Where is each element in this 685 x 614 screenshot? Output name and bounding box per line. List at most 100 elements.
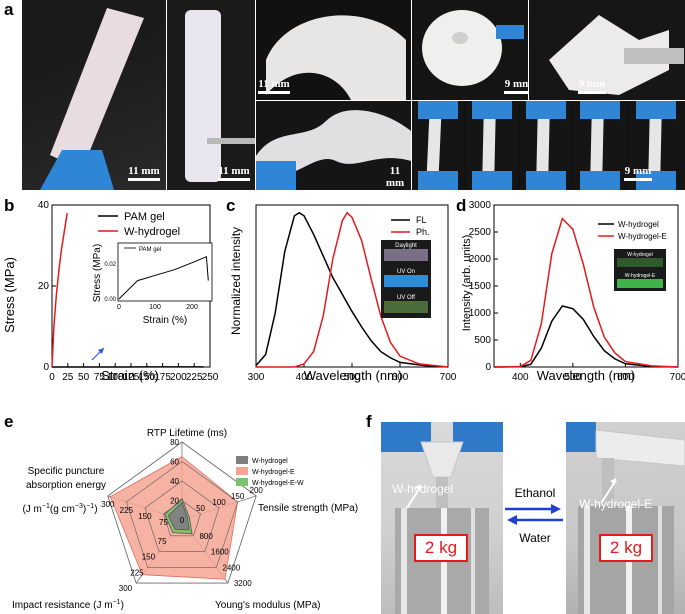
photo-rolled-hydrogel-art: [185, 10, 255, 182]
chart-c-series: [255, 211, 449, 368]
photo-bent-sheet-art: [266, 15, 406, 100]
d-ytick-label: 2500: [469, 227, 492, 238]
b-series-line-1: [51, 212, 68, 368]
radar-axis-puncture-2: absorption energy: [26, 480, 106, 491]
legend-ph: Ph.: [416, 227, 430, 237]
scale-bar-5: 9 mm: [578, 78, 606, 94]
legend-d-w-hydrogel: W-hydrogel: [618, 220, 659, 229]
panel-label-c: c: [226, 196, 236, 215]
b-xtick-label: 200: [170, 372, 187, 383]
inset-legend-pam: PAM gel: [139, 247, 161, 253]
reverse-arrow-head: [507, 515, 517, 525]
c-xtick-label: 300: [248, 372, 265, 383]
radar-ring-overlay-0: [163, 500, 201, 537]
radar-tick-impact-2: 225: [130, 568, 144, 577]
b-xtick-label: 25: [62, 372, 74, 383]
d-ytick-label: 3000: [469, 200, 492, 211]
d-ytick-label: 1500: [469, 281, 492, 292]
arrow-label-ethanol: Ethanol: [514, 486, 556, 500]
c-series-line-1: [256, 211, 449, 368]
spectra-chart-c: 300 400 500 600 700 Normalized intensity Wav…: [229, 204, 456, 383]
radar-tick-tensile-3: 200: [250, 486, 264, 495]
radar-tick-impact-1: 150: [142, 553, 156, 562]
d-ytick-label: 2000: [469, 254, 492, 265]
chart-c-photo-inset: Daylight UV On UV Off: [381, 240, 431, 318]
chart-d-photo-inset: W-hydrogel W-hydrogel-E: [614, 249, 666, 291]
label-w-hydrogel: W-hydrogel: [392, 482, 454, 496]
scale-bar-2: 11 mm: [218, 165, 250, 181]
radar-legend-w-hydrogel: W-hydrogel: [252, 458, 288, 465]
legend-pam-gel: PAM gel: [124, 211, 165, 223]
panel-label-a: a: [4, 0, 14, 19]
b-ytick-label: 40: [38, 200, 50, 211]
photo-w-hydrogel-lifting-art: [381, 422, 503, 614]
b-xtick-label: 150: [138, 372, 155, 383]
chart-d-series: [493, 217, 679, 368]
inset-uv-off: UV Off: [397, 295, 415, 301]
radar-tick-rtp-3: 80: [170, 438, 179, 447]
radar-tick-center: 0: [180, 516, 185, 525]
chart-d-ylabel: Intensity (arb. units): [461, 235, 473, 332]
d-series-line-1: [493, 217, 679, 368]
radar-legend-w-hydrogel-e: W-hydrogel-E: [252, 469, 295, 476]
legend-d-w-hydrogel-e: W-hydrogel-E: [618, 232, 667, 241]
weight-label-left: 2 kg: [414, 534, 468, 562]
d-xtick-label: 600: [617, 372, 634, 383]
radar-tick-tensile-1: 100: [212, 498, 226, 507]
radar-tick-youngs-2: 2400: [222, 563, 240, 572]
inset-ytick-0: 0.00: [104, 297, 116, 303]
spectra-chart-d: 400 500 600 700 0 500 1000 1500 2000 2500 3000 Int…: [461, 200, 685, 383]
chart-b-inset: PAM gel 0.00 0.02 0 100 200 Strain (%) S…: [91, 242, 213, 361]
scale-bar-3: 11 mm: [258, 78, 290, 94]
photo-folded-hydrogel-art: [40, 8, 144, 190]
radar-legend: W-hydrogel W-hydrogel-E W-hydrogel-E-W: [236, 456, 304, 487]
photo-knotted-hydrogel-art: [256, 110, 411, 190]
c-xtick-label: 400: [296, 372, 313, 383]
inset-xtick-0: 0: [117, 304, 121, 311]
inset-xtick-2: 200: [186, 304, 198, 311]
radar-ticks: 2040608050100150200800160024003200751502…: [101, 438, 263, 593]
inset-d-w-hydrogel: W-hydrogel: [627, 252, 652, 258]
radar-axis-puncture-1: Specific puncture: [28, 466, 105, 477]
photo-w-hydrogel-lifting: [381, 422, 503, 614]
inset-ylabel: Stress (MPa): [92, 244, 103, 302]
inset-pam-gel-curve: [118, 255, 209, 300]
photo-bent-sheet: [256, 0, 411, 100]
chart-b-series: [51, 212, 204, 368]
panel-label-f: f: [366, 412, 372, 431]
c-xtick-label: 600: [392, 372, 409, 383]
d-xtick-label: 700: [670, 372, 685, 383]
radar-axis-tensile: Tensile strength (MPa): [258, 503, 358, 514]
radar-tick-puncture-0: 75: [159, 518, 168, 527]
radar-tick-puncture-1: 150: [138, 512, 152, 521]
radar-tick-puncture-3: 300: [101, 500, 115, 509]
radar-tick-youngs-0: 800: [199, 532, 213, 541]
c-series-line-0: [255, 211, 449, 368]
b-xtick-label: 175: [154, 372, 171, 383]
chart-c-xlabel: Wavelength (nm): [304, 368, 403, 383]
scale-bar-4: 9 mm: [504, 78, 532, 94]
b-xtick-label: 225: [186, 372, 203, 383]
photo-knotted-hydrogel: [256, 101, 411, 190]
arrow-label-water: Water: [519, 531, 551, 545]
radar-axis-youngs: Young's modulus (MPa): [215, 600, 320, 611]
radar-ring-overlay-1: [144, 480, 220, 552]
radar-ring-overlay-2: [126, 461, 238, 568]
scale-bar-7: 9 mm: [624, 165, 652, 181]
radar-tick-youngs-3: 3200: [234, 579, 252, 588]
radar-ring-overlay-3: [107, 441, 257, 584]
reversible-arrows: [505, 504, 563, 525]
radar-tick-impact-0: 75: [158, 537, 167, 546]
d-xtick-label: 400: [512, 372, 529, 383]
inset-ytick-1: 0.02: [104, 262, 116, 268]
inset-xtick-1: 100: [149, 304, 161, 311]
photo-twisted-hydrogel: [529, 0, 685, 100]
radar-tick-tensile-0: 50: [196, 504, 205, 513]
legend-fl: FL: [416, 215, 427, 225]
scale-bar-6: 11 mm: [380, 165, 410, 193]
photo-rolled-hydrogel: [167, 0, 255, 190]
radar-chart: 2040608050100150200800160024003200751502…: [12, 428, 358, 611]
d-xtick-label: 500: [565, 372, 582, 383]
photo-twist-sequence: [412, 101, 685, 190]
